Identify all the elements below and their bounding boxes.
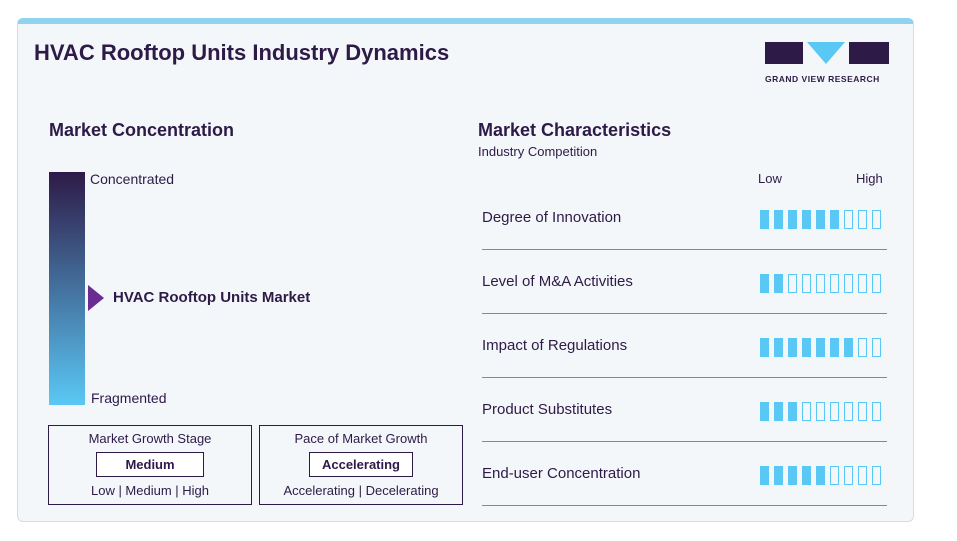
page-title: HVAC Rooftop Units Industry Dynamics (34, 40, 450, 65)
level-bars (760, 402, 881, 421)
level-bar (774, 274, 783, 293)
dynamics-card (17, 18, 914, 522)
level-bar (816, 210, 825, 229)
level-bar (816, 466, 825, 485)
concentrated-label: Concentrated (90, 171, 175, 187)
marker-arrow-icon (88, 285, 104, 311)
level-bar (844, 466, 853, 485)
pace-value: Accelerating (308, 452, 414, 477)
level-bar (830, 274, 839, 293)
low-label: Low (758, 171, 782, 186)
level-bar (788, 210, 797, 229)
concentration-gradient (49, 172, 85, 405)
level-bars (760, 274, 881, 293)
growth-stage-options: Low | Medium | High (90, 483, 210, 498)
level-bar (816, 338, 825, 357)
level-bar (858, 338, 867, 357)
level-bar (760, 210, 769, 229)
characteristic-row: Level of M&A Activities (482, 249, 887, 314)
level-bar (830, 402, 839, 421)
level-bar (774, 466, 783, 485)
level-bar (788, 402, 797, 421)
characteristics-heading: Market Characteristics (478, 120, 672, 140)
level-bar (788, 338, 797, 357)
characteristic-name: Product Substitutes (482, 401, 613, 418)
concentration-heading: Market Concentration (49, 120, 235, 140)
characteristic-row: End-user Concentration (482, 441, 887, 506)
level-bar (872, 466, 881, 485)
level-bar (844, 210, 853, 229)
level-bar (858, 274, 867, 293)
level-bar (802, 402, 811, 421)
fragmented-label: Fragmented (91, 390, 167, 406)
level-bar (816, 274, 825, 293)
level-bar (858, 210, 867, 229)
level-bars (760, 466, 881, 485)
level-bar (858, 402, 867, 421)
characteristic-row: Product Substitutes (482, 377, 887, 442)
level-bar (830, 466, 839, 485)
characteristic-row: Degree of Innovation (482, 185, 887, 250)
level-bar (774, 338, 783, 357)
pace-title: Pace of Market Growth (294, 431, 428, 446)
level-bar (858, 466, 867, 485)
level-bar (760, 466, 769, 485)
level-bar (872, 338, 881, 357)
market-marker-label: HVAC Rooftop Units Market (113, 289, 311, 306)
level-bar (844, 274, 853, 293)
characteristic-name: Impact of Regulations (482, 337, 628, 354)
growth-stage-box: Market Growth Stage Medium Low | Medium … (48, 425, 252, 505)
high-label: High (856, 171, 883, 186)
level-bar (774, 402, 783, 421)
growth-stage-title: Market Growth Stage (88, 431, 212, 446)
characteristics-subheading: Industry Competition (478, 144, 598, 159)
level-bar (830, 338, 839, 357)
level-bar (760, 274, 769, 293)
level-bar (872, 274, 881, 293)
level-bar (760, 402, 769, 421)
level-bars (760, 210, 881, 229)
level-bar (760, 338, 769, 357)
characteristic-row: Impact of Regulations (482, 313, 887, 378)
growth-stage-value: Medium (96, 452, 204, 477)
level-bar (802, 274, 811, 293)
level-bar (802, 466, 811, 485)
level-bar (774, 210, 783, 229)
level-bar (844, 338, 853, 357)
level-bar (788, 466, 797, 485)
level-bar (830, 210, 839, 229)
level-bar (816, 402, 825, 421)
logo-text: GRAND VIEW RESEARCH (765, 74, 880, 84)
characteristic-name: End-user Concentration (482, 465, 641, 482)
characteristic-name: Level of M&A Activities (482, 273, 633, 290)
characteristic-name: Degree of Innovation (482, 209, 622, 226)
pace-options: Accelerating | Decelerating (283, 483, 439, 498)
level-bar (802, 210, 811, 229)
level-bar (788, 274, 797, 293)
pace-box: Pace of Market Growth Accelerating Accel… (259, 425, 463, 505)
level-bar (802, 338, 811, 357)
level-bar (844, 402, 853, 421)
grand-view-logo: GRAND VIEW RESEARCH (765, 42, 889, 84)
level-bars (760, 338, 881, 357)
level-bar (872, 402, 881, 421)
level-bar (872, 210, 881, 229)
